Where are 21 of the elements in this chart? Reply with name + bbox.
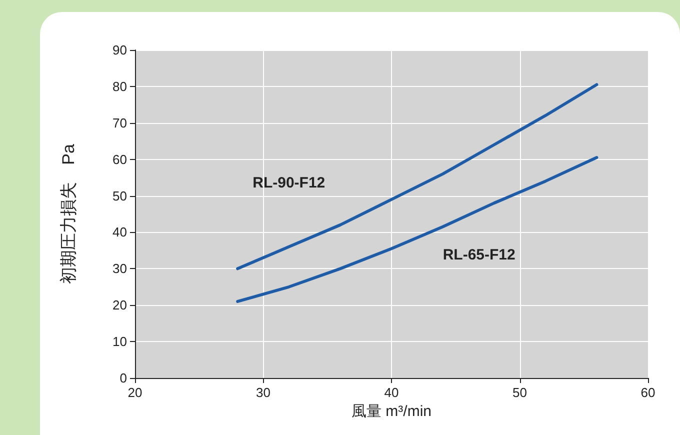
x-tick-label: 60	[640, 385, 656, 400]
y-tick-label: 80	[112, 78, 127, 94]
x-axis-title: 風量 m³/min	[352, 403, 432, 420]
text: RL-90-F12	[252, 174, 326, 192]
y-tick-label: 40	[112, 224, 127, 240]
x-tick-label: 30	[256, 385, 270, 400]
x-tick-label: 40	[384, 385, 399, 400]
y-tick-label: 0	[120, 370, 127, 386]
y-tick-label: 70	[112, 115, 127, 130]
x-tick-label: 20	[128, 385, 142, 400]
y-tick-label: 50	[112, 188, 127, 204]
y-tick-label: 90	[112, 42, 127, 58]
x-tick-label: 50	[512, 385, 527, 400]
line-series	[236, 156, 598, 303]
y-tick-label: 20	[112, 298, 127, 313]
y-tick-label: 10	[112, 334, 127, 350]
line-series	[236, 83, 598, 270]
y-axis-title: 初期圧力損失 Pa	[59, 144, 78, 284]
y-tick-label: 60	[112, 152, 127, 167]
series-label: RL-65-F12	[442, 246, 516, 264]
y-tick-label: 30	[112, 261, 127, 276]
